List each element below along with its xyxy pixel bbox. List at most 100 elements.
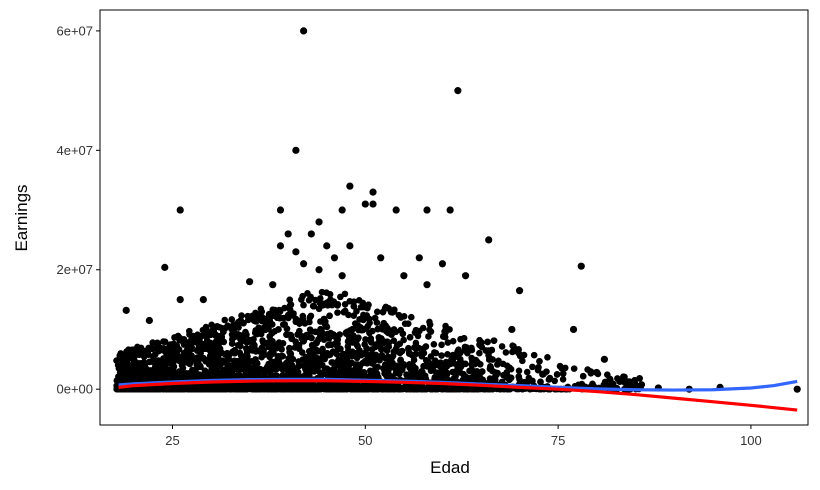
data-point	[388, 331, 395, 338]
data-point	[420, 362, 427, 370]
data-point	[287, 350, 295, 358]
data-point	[193, 360, 200, 368]
data-point	[438, 352, 445, 359]
data-point	[449, 337, 457, 345]
data-point	[221, 316, 229, 324]
data-point	[508, 325, 516, 334]
data-point	[432, 383, 440, 391]
data-point	[225, 384, 232, 392]
data-point	[228, 316, 236, 323]
data-point	[551, 377, 558, 385]
data-point	[278, 353, 285, 360]
data-point	[456, 355, 464, 363]
data-point	[418, 353, 426, 360]
data-point	[369, 200, 377, 208]
data-point	[545, 376, 553, 383]
data-point	[235, 324, 242, 331]
data-point	[153, 385, 161, 393]
data-point	[193, 355, 200, 362]
x-axis: 25 50 75 100	[165, 425, 762, 448]
data-point	[289, 311, 297, 319]
data-point	[523, 368, 531, 376]
data-point	[315, 305, 323, 313]
data-point	[375, 334, 383, 341]
data-point	[299, 349, 306, 356]
data-point	[252, 381, 260, 389]
data-point	[185, 360, 193, 367]
data-point	[169, 359, 177, 367]
data-point	[331, 383, 339, 391]
data-point	[457, 384, 465, 392]
data-point	[196, 373, 203, 381]
data-point	[476, 349, 483, 357]
data-point	[337, 361, 345, 369]
data-point	[236, 385, 244, 393]
data-point	[287, 301, 295, 309]
data-point	[337, 370, 344, 377]
x-tick-label: 100	[740, 433, 762, 448]
data-point	[569, 325, 578, 334]
data-point	[180, 336, 188, 343]
data-point	[485, 236, 493, 244]
data-point	[454, 363, 461, 371]
data-point	[237, 352, 245, 359]
data-point	[406, 349, 413, 357]
data-point	[397, 385, 405, 392]
data-point	[221, 325, 229, 332]
data-point	[363, 344, 370, 352]
data-point	[446, 326, 453, 333]
data-point	[400, 272, 408, 280]
data-point	[149, 339, 156, 346]
data-point	[122, 306, 130, 314]
data-point	[284, 311, 292, 319]
data-point	[374, 340, 381, 348]
data-point	[304, 290, 311, 297]
data-point	[493, 371, 500, 379]
data-point	[132, 346, 139, 354]
data-point	[234, 341, 242, 349]
data-point	[236, 359, 243, 367]
data-point	[176, 206, 184, 214]
data-point	[178, 385, 185, 393]
data-point	[334, 345, 342, 352]
data-point	[117, 362, 125, 370]
data-point	[437, 374, 445, 381]
data-point	[502, 349, 510, 356]
data-point	[620, 373, 627, 380]
data-point	[156, 359, 163, 367]
data-point	[361, 200, 369, 208]
data-point	[268, 329, 276, 337]
data-point	[391, 385, 398, 393]
data-point	[479, 376, 486, 384]
data-point	[148, 375, 156, 382]
data-point	[265, 310, 273, 318]
data-point	[291, 367, 298, 375]
data-point	[306, 314, 314, 321]
data-point	[425, 360, 433, 367]
data-point	[360, 382, 367, 390]
data-point	[356, 362, 364, 370]
data-point	[349, 325, 356, 333]
y-tick-label: 0e+00	[56, 382, 93, 397]
data-point	[339, 350, 347, 358]
data-point	[246, 278, 254, 286]
data-point	[239, 334, 247, 342]
data-point	[347, 336, 354, 343]
data-point	[296, 327, 303, 335]
data-point	[145, 344, 152, 352]
data-point	[269, 281, 277, 289]
data-point	[186, 341, 193, 349]
data-point	[330, 331, 337, 338]
data-point	[167, 351, 174, 359]
data-point	[283, 325, 291, 333]
data-point	[320, 369, 327, 377]
data-point	[140, 370, 148, 377]
data-point	[503, 373, 510, 381]
data-point	[137, 362, 145, 370]
data-point	[408, 374, 416, 382]
data-point	[343, 328, 351, 336]
data-point	[544, 354, 551, 361]
data-point	[243, 345, 250, 352]
data-point	[231, 347, 239, 354]
data-point	[406, 334, 414, 341]
